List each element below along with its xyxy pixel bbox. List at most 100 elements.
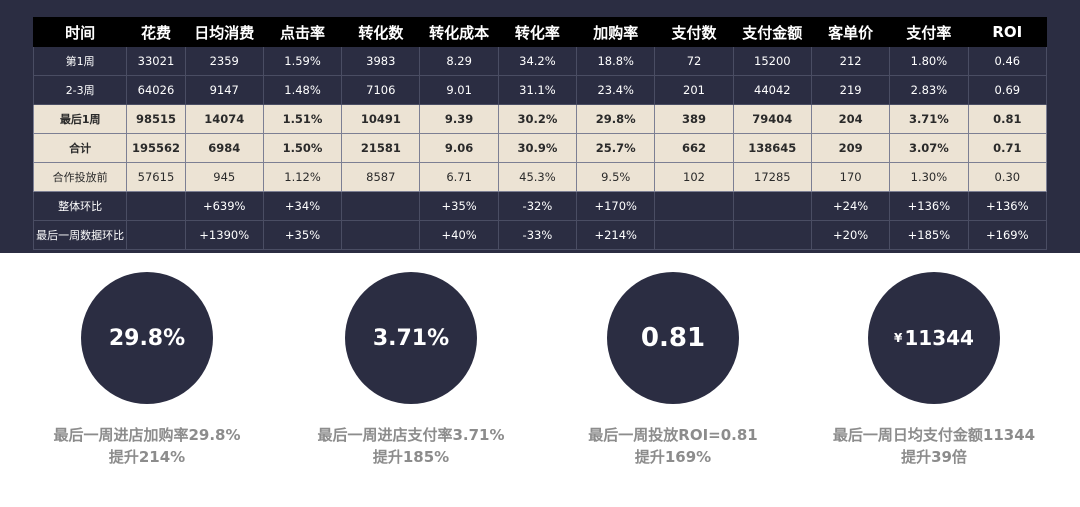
table-cell: 8587 bbox=[341, 162, 421, 192]
table-cell bbox=[732, 191, 812, 221]
kpi-caption: 最后一周进店支付率3.71% 提升185% bbox=[281, 424, 541, 468]
table-cell: 0.30 bbox=[967, 162, 1048, 192]
table-row: 第1周 33021 2359 1.59% 3983 8.29 34.2% 18.8% 72 152… bbox=[32, 46, 1048, 76]
table-cell: 195562 bbox=[126, 133, 186, 163]
table-cell: 29.8% bbox=[576, 104, 656, 134]
kpi-caption-line: 最后一周投放ROI=0.81 bbox=[588, 426, 758, 444]
table-cell: -33% bbox=[497, 220, 578, 250]
data-table-panel: 时间 花费 日均消费 点击率 转化数 转化成本 转化率 加购率 支付数 支付金额… bbox=[0, 0, 1080, 253]
table-cell: 1.80% bbox=[889, 46, 969, 76]
table-cell: -32% bbox=[497, 191, 578, 221]
kpi-circle: 3.71% bbox=[345, 272, 477, 404]
kpi-circle: ¥11344 bbox=[868, 272, 1000, 404]
kpi-caption-line: 提升214% bbox=[108, 448, 186, 466]
table-cell: +1390% bbox=[184, 220, 264, 250]
table-cell bbox=[654, 191, 734, 221]
kpi-circle: 0.81 bbox=[607, 272, 739, 404]
kpi-caption-line: 提升39倍 bbox=[901, 448, 967, 466]
table-cell: +136% bbox=[967, 191, 1048, 221]
kpi-value: 0.81 bbox=[640, 323, 706, 353]
table-cell: 945 bbox=[184, 162, 264, 192]
column-header: 点击率 bbox=[262, 17, 343, 47]
column-header: 转化数 bbox=[341, 17, 421, 47]
table-cell: 3.07% bbox=[889, 133, 969, 163]
table-cell: +639% bbox=[184, 191, 264, 221]
table-row: 最后1周 98515 14074 1.51% 10491 9.39 30.2% 29.8% 38… bbox=[32, 104, 1048, 134]
kpi-value: 3.71% bbox=[372, 325, 450, 351]
table-cell: 18.8% bbox=[576, 46, 656, 76]
table-cell: +170% bbox=[576, 191, 656, 221]
column-header: 客单价 bbox=[810, 17, 891, 47]
table-cell: 1.48% bbox=[262, 75, 343, 105]
table-cell: +24% bbox=[810, 191, 891, 221]
row-label-cell: 最后一周数据环比 bbox=[32, 220, 128, 250]
table-cell: 25.7% bbox=[576, 133, 656, 163]
table-cell: 34.2% bbox=[497, 46, 578, 76]
column-header: 时间 bbox=[32, 17, 128, 47]
table-cell: 0.46 bbox=[967, 46, 1048, 76]
table-cell: +35% bbox=[262, 220, 343, 250]
table-cell: 72 bbox=[654, 46, 734, 76]
table-cell: 98515 bbox=[126, 104, 186, 134]
kpi-caption: 最后一周日均支付金额11344 提升39倍 bbox=[804, 424, 1064, 468]
table-cell: 45.3% bbox=[497, 162, 578, 192]
table-cell: 102 bbox=[654, 162, 734, 192]
table-cell: 1.50% bbox=[262, 133, 343, 163]
row-label-cell: 整体环比 bbox=[32, 191, 128, 221]
table-cell: 9147 bbox=[184, 75, 264, 105]
table-cell: +34% bbox=[262, 191, 343, 221]
table-row: 最后一周数据环比 +1390% +35% +40% -33% +214% +20% +185%… bbox=[32, 220, 1048, 250]
table-cell: 1.30% bbox=[889, 162, 969, 192]
table-cell: 17285 bbox=[732, 162, 812, 192]
table-cell: 2359 bbox=[184, 46, 264, 76]
table-cell bbox=[126, 220, 186, 250]
table-cell: 30.2% bbox=[497, 104, 578, 134]
table-cell: +169% bbox=[967, 220, 1048, 250]
table-cell: 1.12% bbox=[262, 162, 343, 192]
row-label-cell: 2-3周 bbox=[32, 75, 128, 105]
table-cell: 33021 bbox=[126, 46, 186, 76]
table-cell: 389 bbox=[654, 104, 734, 134]
kpi-value: 11344 bbox=[904, 326, 974, 350]
kpi-daily-payment-amount: ¥11344 最后一周日均支付金额11344 提升39倍 bbox=[804, 272, 1064, 468]
table-cell: 3.71% bbox=[889, 104, 969, 134]
table-cell: 31.1% bbox=[497, 75, 578, 105]
table-cell: 170 bbox=[810, 162, 891, 192]
kpi-add-to-cart-rate: 29.8% 最后一周进店加购率29.8% 提升214% bbox=[17, 272, 277, 468]
column-header: 支付数 bbox=[654, 17, 734, 47]
row-label-cell: 最后1周 bbox=[32, 104, 128, 134]
table-cell: 7106 bbox=[341, 75, 421, 105]
kpi-caption: 最后一周投放ROI=0.81 提升169% bbox=[543, 424, 803, 468]
table-cell: 9.39 bbox=[419, 104, 499, 134]
kpi-circle: 29.8% bbox=[81, 272, 213, 404]
column-header: 转化率 bbox=[497, 17, 578, 47]
table-cell: 64026 bbox=[126, 75, 186, 105]
table-cell: 8.29 bbox=[419, 46, 499, 76]
table-cell: 57615 bbox=[126, 162, 186, 192]
table-cell bbox=[654, 220, 734, 250]
table-cell: +20% bbox=[810, 220, 891, 250]
currency-symbol: ¥ bbox=[894, 331, 903, 345]
table-cell: +214% bbox=[576, 220, 656, 250]
table-cell: 0.69 bbox=[967, 75, 1048, 105]
table-cell: 14074 bbox=[184, 104, 264, 134]
table-cell: 1.59% bbox=[262, 46, 343, 76]
table-cell: 0.71 bbox=[967, 133, 1048, 163]
column-header: 支付率 bbox=[889, 17, 969, 47]
table-cell bbox=[341, 191, 421, 221]
column-header: 加购率 bbox=[576, 17, 656, 47]
kpi-caption: 最后一周进店加购率29.8% 提升214% bbox=[17, 424, 277, 468]
table-cell: 6984 bbox=[184, 133, 264, 163]
table-cell: 21581 bbox=[341, 133, 421, 163]
table-cell: 9.01 bbox=[419, 75, 499, 105]
table-cell: 201 bbox=[654, 75, 734, 105]
table-cell: 209 bbox=[810, 133, 891, 163]
table-cell: 1.51% bbox=[262, 104, 343, 134]
table-cell: 9.06 bbox=[419, 133, 499, 163]
table-cell: +35% bbox=[419, 191, 499, 221]
table-cell: 44042 bbox=[732, 75, 812, 105]
table-cell: 6.71 bbox=[419, 162, 499, 192]
row-label-cell: 第1周 bbox=[32, 46, 128, 76]
table-cell: 662 bbox=[654, 133, 734, 163]
table-row: 合计 195562 6984 1.50% 21581 9.06 30.9% 25.7% 662 1… bbox=[32, 133, 1048, 163]
